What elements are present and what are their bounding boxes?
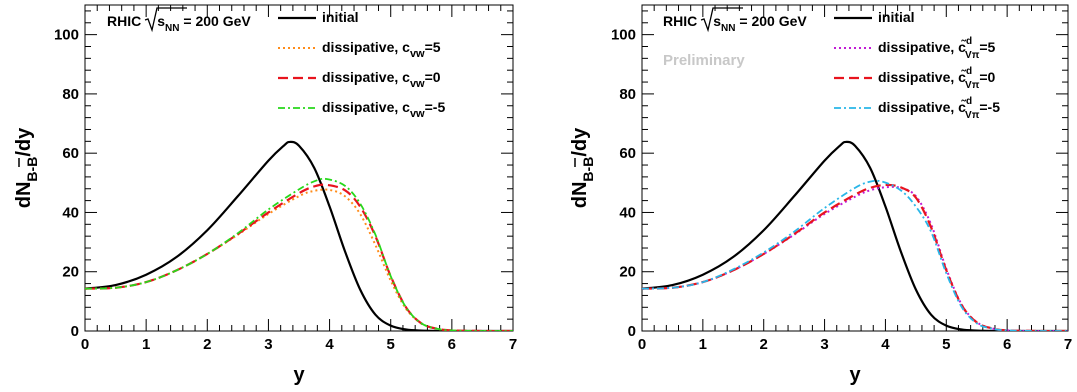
series-line-initial [642,140,1068,331]
legend-entry: dissipative, cvw=-5 [322,99,445,120]
y-title-main: dN [569,182,591,209]
y-tick-label: 100 [54,27,79,44]
legend-subscript: Vπ [965,80,980,91]
y-tick-label: 40 [62,204,79,221]
legend-entry: dissipative, c̃d Vπ=5 [878,36,996,61]
x-tick-label: 2 [760,336,768,353]
x-tick-label: 7 [509,336,517,353]
y-title-tail: /dy [569,127,591,157]
sqrt-sign [700,7,743,33]
legend-tail: =5 [979,39,995,55]
y-axis-title: dNB-B/dy [569,127,596,208]
energy-prefix: RHIC [107,13,141,29]
legend-superscript: d [966,66,972,77]
x-tick-label: 1 [699,336,707,353]
legend-tail: =-5 [425,99,446,115]
energy-s: s [157,13,165,29]
legend-label: dissipative, c [322,99,410,115]
y-tick-label: 80 [619,86,636,103]
energy-annotation: RHIC sNN = 200 GeV [107,13,251,34]
series-line-dissipative-3 [642,179,1068,331]
x-tick-label: 5 [387,336,395,353]
x-tick-label: 3 [264,336,272,353]
x-tick-label: 4 [881,336,890,353]
x-axis-title: y [849,364,861,386]
right-panel: 0 1 2 3 4 5 6 7 0 20 40 60 80 100 y dNB-B/dy RHIC sNN = 2… [569,4,1072,386]
y-tick-label: 20 [619,264,636,281]
legend-entry: initial [878,9,915,25]
legend-superscript: d [966,36,972,47]
energy-suffix: = 200 GeV [735,13,807,29]
y-tick-label: 40 [619,204,636,221]
legend-label: initial [322,9,359,25]
x-tick-label: 6 [448,336,456,353]
y-tick-label: 0 [71,323,79,340]
x-tick-label: 1 [142,336,150,353]
x-tick-label: 4 [325,336,334,353]
x-tick-label: 3 [820,336,828,353]
energy-nn: NN [721,23,735,34]
legend-label: dissipative, c [322,39,410,55]
series-line-dissipative-1 [85,188,513,331]
series-line-dissipative-2 [642,183,1068,331]
energy-annotation: RHIC sNN = 200 GeV [663,13,807,34]
y-tick-label: 0 [628,323,636,340]
left-panel: 0 1 2 3 4 5 6 7 0 20 40 60 80 100 y dNB-B/dy RHIC sNN = 2… [13,4,517,386]
legend-entry: dissipative, cvw=0 [322,69,441,90]
plot-frame [641,4,1069,332]
legend-label: dissipative, c̃ [878,68,967,85]
legend-subscript: vw [410,78,425,90]
y-title-main: dN [13,182,35,209]
legend-subscript: vw [410,108,425,120]
legend-tail: =-5 [979,99,1000,115]
y-title-subscript: B-B [24,157,40,182]
legend-label: dissipative, c [322,69,410,85]
preliminary-label: Preliminary [663,52,745,69]
legend-entry: dissipative, cvw=5 [322,39,441,60]
legend-tail: =5 [425,39,441,55]
y-title-tail: /dy [13,127,35,157]
series-line-dissipative-3 [85,177,513,331]
y-title-subscript: B-B [580,157,596,182]
energy-prefix: RHIC [663,13,697,29]
y-tick-label: 60 [619,145,636,162]
energy-nn: NN [165,23,179,34]
energy-s: s [713,13,721,29]
legend-entry: dissipative, c̃d Vπ=-5 [878,96,1000,121]
x-tick-label: 7 [1064,336,1072,353]
x-tick-label: 0 [638,336,646,353]
legend-label: dissipative, c̃ [878,38,967,55]
legend-label: initial [878,9,915,25]
y-tick-label: 60 [62,145,79,162]
legend-label: dissipative, c̃ [878,98,967,115]
legend-tail: =0 [979,69,995,85]
legend-entry: dissipative, c̃d Vπ=0 [878,66,996,91]
x-tick-label: 2 [203,336,211,353]
y-tick-label: 80 [62,86,79,103]
y-tick-label: 20 [62,264,79,281]
legend-subscript: Vπ [965,50,980,61]
sqrt-sign [144,7,187,33]
legend-tail: =0 [425,69,441,85]
plot-frame [84,4,514,332]
legend-entry: initial [322,9,359,25]
series-line-dissipative-1 [642,185,1068,331]
y-tick-label: 100 [611,27,636,44]
energy-suffix: = 200 GeV [179,13,251,29]
x-tick-label: 6 [1003,336,1011,353]
x-tick-label: 5 [942,336,950,353]
y-axis-title: dNB-B/dy [13,127,40,208]
legend-subscript: Vπ [965,110,980,121]
series-line-initial [85,140,513,331]
x-axis-title: y [293,364,305,386]
x-tick-label: 0 [81,336,89,353]
legend-subscript: vw [410,48,425,60]
series-line-dissipative-2 [85,183,513,331]
legend-superscript: d [966,96,972,107]
